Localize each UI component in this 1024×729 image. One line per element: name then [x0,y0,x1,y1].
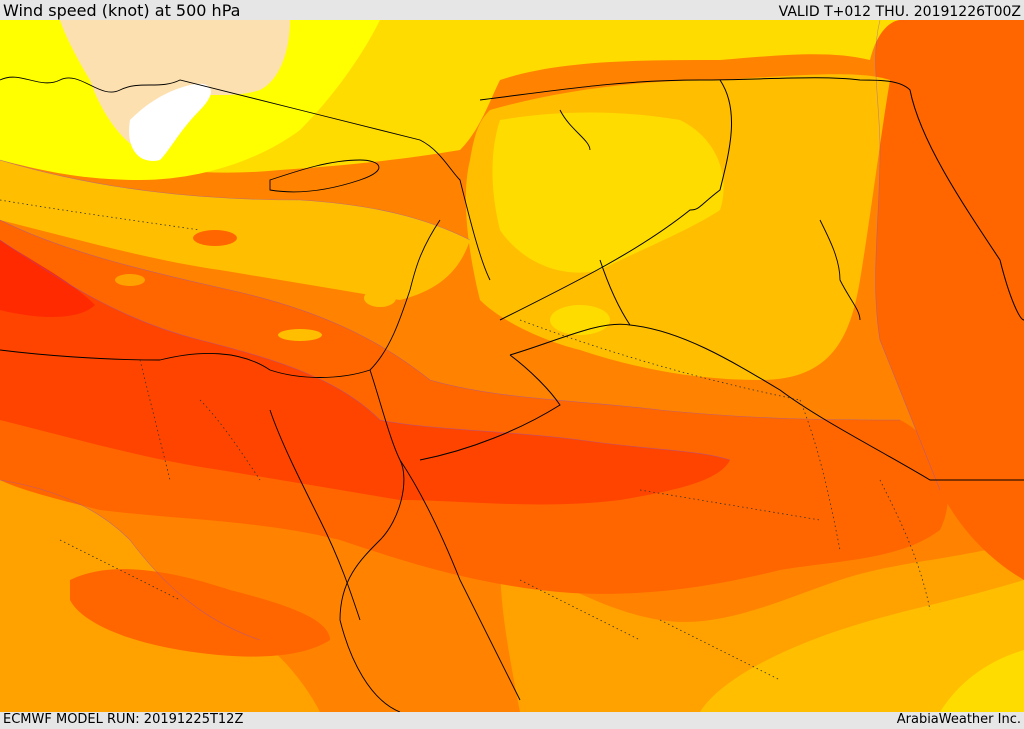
political-borders [419,77,1024,481]
map-title: Wind speed (knot) at 500 hPa [3,1,241,20]
patch-gold-1 [364,289,396,307]
band-gold-ne-tongue [492,112,724,273]
model-run-label: ECMWF MODEL RUN: 20191225T12Z [3,712,244,727]
band-orange-dark-south-lens [70,569,330,657]
wind-speed-map [0,20,1024,712]
credit-label: ArabiaWeather Inc. [896,712,1021,727]
title-bar: Wind speed (knot) at 500 hPa VALID T+012… [0,0,1024,20]
band-gold-southeast [940,650,1024,712]
patch-orange-dark-5 [193,230,237,246]
band-orange-dark-belt [0,220,948,594]
admin-borders [0,199,931,681]
band-amber-southeast [700,580,1024,712]
band-orange-dark-east [875,20,1024,580]
patch-amber-2 [278,329,322,341]
band-amber-northwest [0,160,470,300]
valid-time-label: VALID T+012 THU. 20191226T00Z [778,4,1021,20]
band-red-core [0,240,730,505]
coastlines [0,76,861,712]
patch-orange-light-6 [115,274,145,286]
contour-lines [0,20,941,641]
patch-gold-4 [550,305,610,335]
band-red-deep-west [0,240,95,317]
band-peach-north [60,20,290,150]
footer-bar: ECMWF MODEL RUN: 20191225T12Z ArabiaWeat… [0,712,1024,729]
patch-gold-3 [416,47,444,83]
band-white-north [129,83,211,161]
